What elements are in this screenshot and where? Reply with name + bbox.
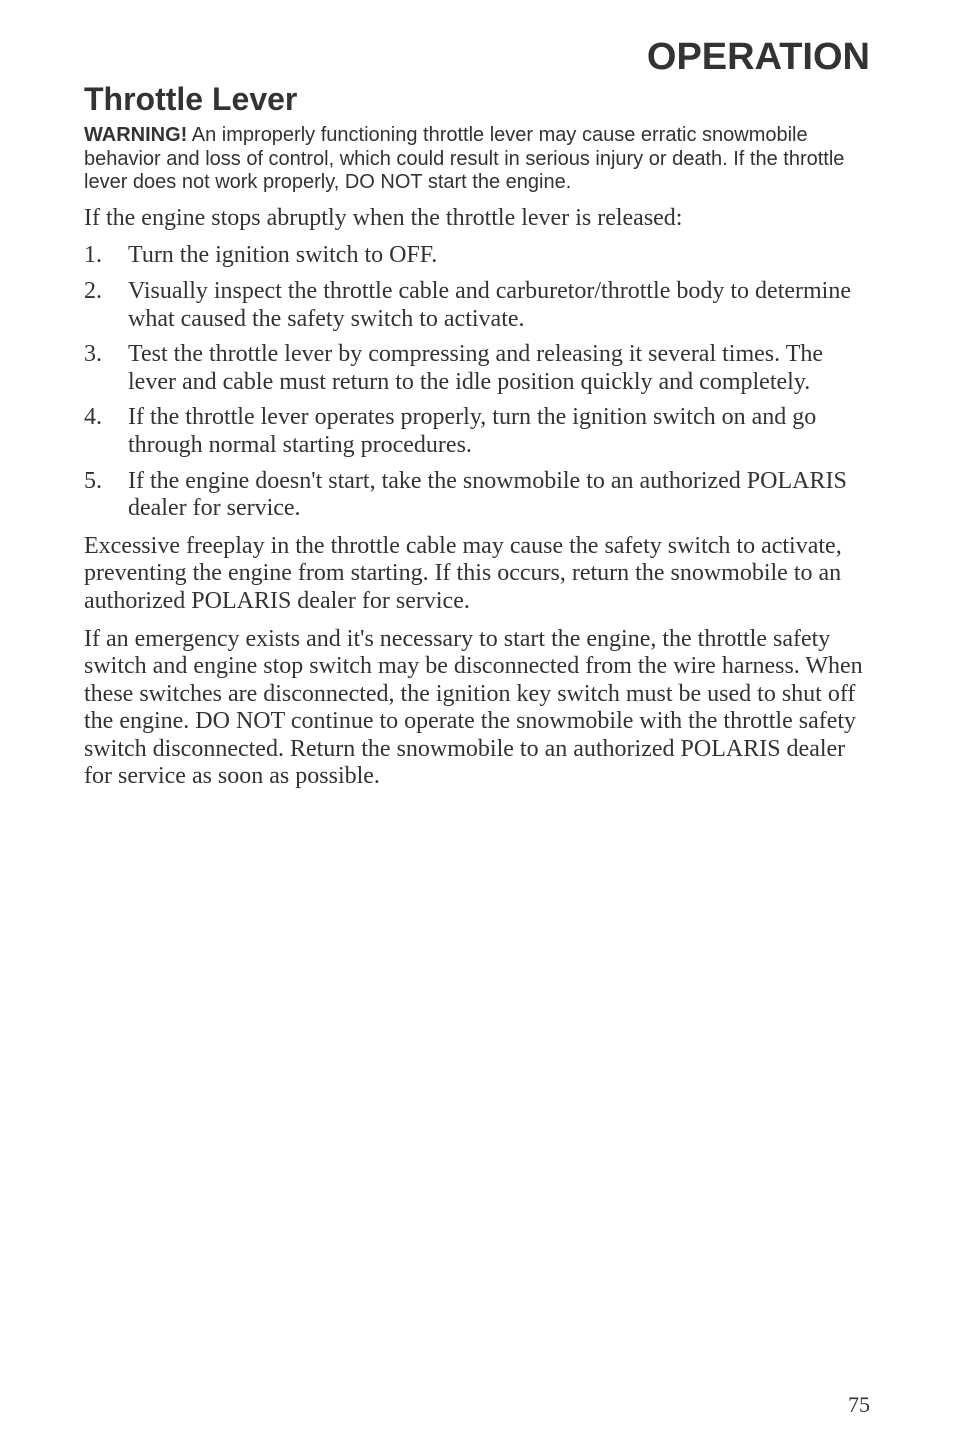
warning-block: WARNING! An improperly functioning throt… [84, 124, 870, 195]
step-number: 2. [84, 278, 114, 306]
steps-list: 1. Turn the ignition switch to OFF. 2. Vis… [84, 242, 870, 522]
warning-label: WARNING! [84, 124, 187, 146]
warning-text: An improperly functioning throttle lever… [84, 124, 844, 193]
step-text: Test the throttle lever by compressing a… [128, 341, 823, 395]
step-text: If the engine doesn't start, take the sn… [128, 468, 847, 522]
paragraph-emergency: If an emergency exists and it's necessar… [84, 626, 870, 792]
step-text: Visually inspect the throttle cable and … [128, 278, 851, 332]
step-number: 5. [84, 468, 114, 496]
step-number: 3. [84, 341, 114, 369]
chapter-title: OPERATION [84, 36, 870, 79]
list-item: 3. Test the throttle lever by compressing… [84, 341, 870, 396]
list-item: 2. Visually inspect the throttle cable an… [84, 278, 870, 333]
section-title: Throttle Lever [84, 81, 870, 118]
step-number: 1. [84, 242, 114, 270]
intro-text: If the engine stops abruptly when the th… [84, 205, 870, 233]
paragraph-freeplay: Excessive freeplay in the throttle cable… [84, 533, 870, 616]
page-number: 75 [848, 1392, 870, 1418]
step-text: Turn the ignition switch to OFF. [128, 242, 437, 268]
list-item: 5. If the engine doesn't start, take the … [84, 468, 870, 523]
list-item: 1. Turn the ignition switch to OFF. [84, 242, 870, 270]
step-text: If the throttle lever operates properly,… [128, 404, 816, 458]
list-item: 4. If the throttle lever operates properl… [84, 404, 870, 459]
step-number: 4. [84, 404, 114, 432]
